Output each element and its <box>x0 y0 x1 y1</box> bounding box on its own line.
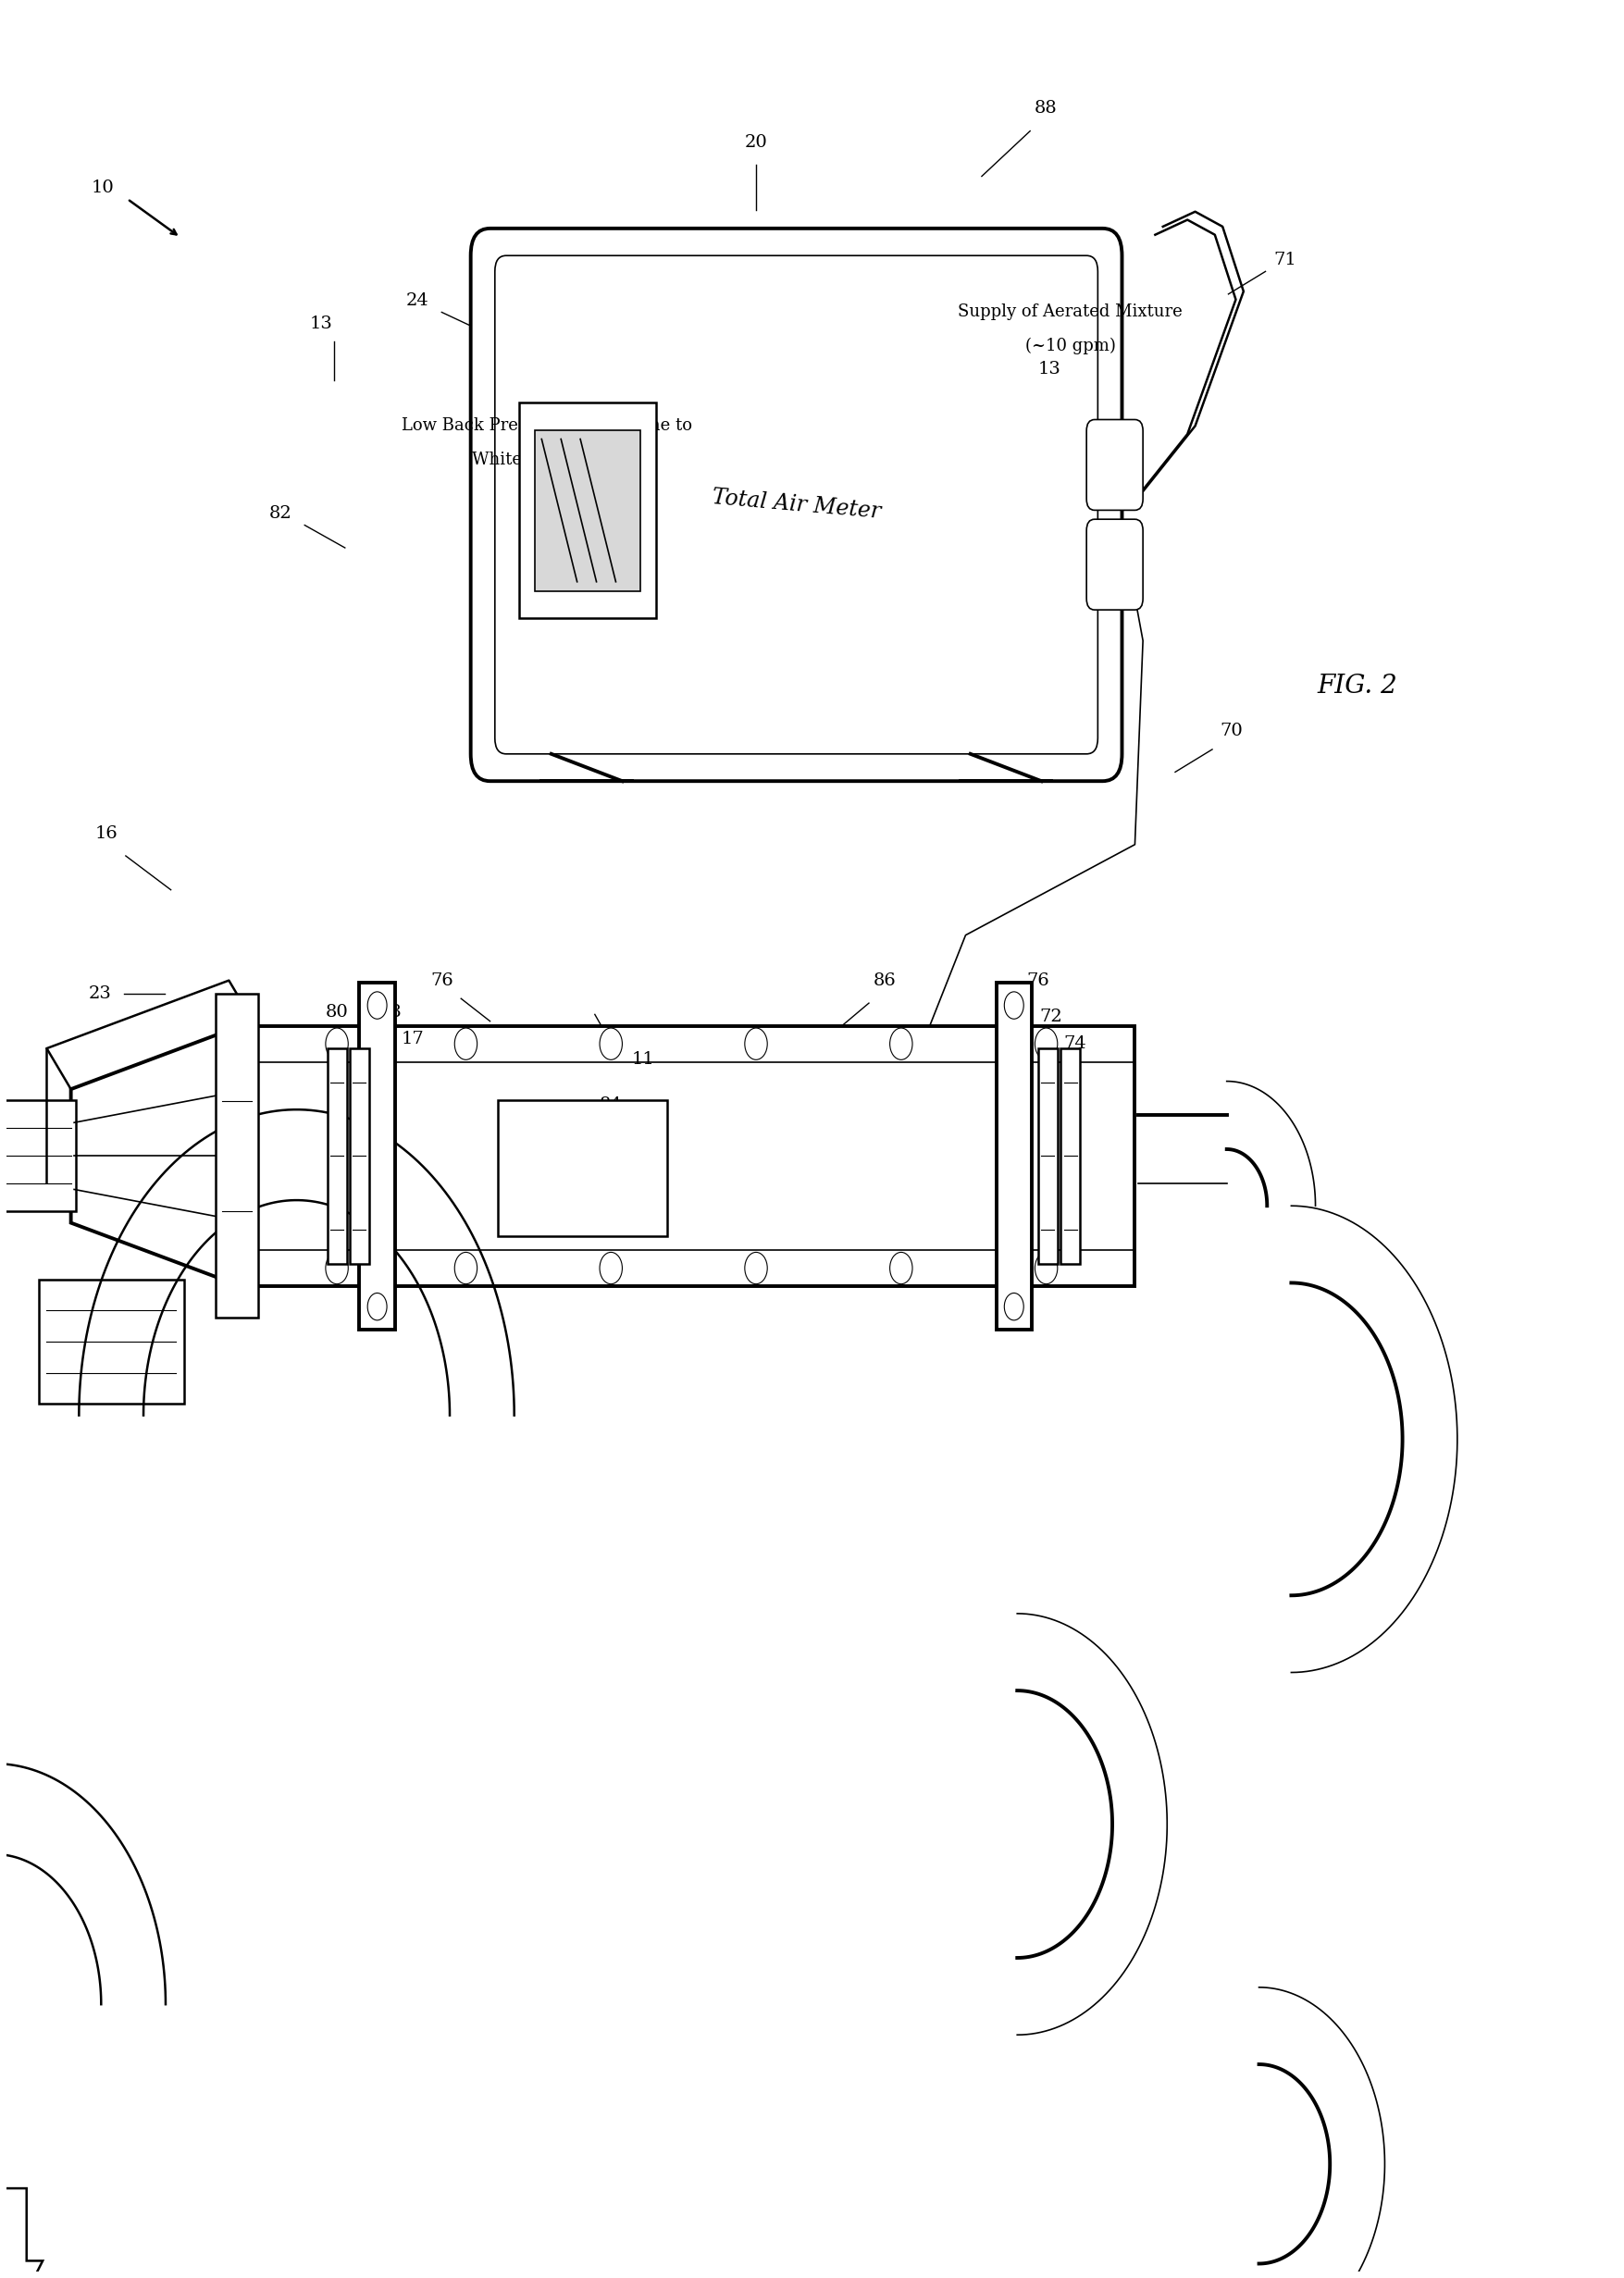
Bar <box>326 1048 346 1264</box>
FancyBboxPatch shape <box>1086 519 1142 611</box>
FancyBboxPatch shape <box>1086 419 1142 510</box>
FancyBboxPatch shape <box>495 255 1098 754</box>
Circle shape <box>744 1027 767 1059</box>
Text: 80: 80 <box>325 1005 348 1021</box>
Bar <box>257 1025 1134 1287</box>
Text: 13: 13 <box>309 314 331 333</box>
Text: 20: 20 <box>744 134 767 150</box>
Text: 72: 72 <box>1039 1009 1062 1025</box>
Text: 10: 10 <box>91 180 115 196</box>
PathPatch shape <box>71 1021 253 1292</box>
Bar <box>534 431 640 590</box>
Text: (~10 gpm): (~10 gpm) <box>1025 337 1116 355</box>
Text: 88: 88 <box>1034 100 1057 116</box>
Circle shape <box>744 1253 767 1285</box>
Circle shape <box>455 1027 477 1059</box>
Bar <box>1038 1048 1057 1264</box>
Text: Supply of Aerated Mixture: Supply of Aerated Mixture <box>958 303 1182 321</box>
Text: 70: 70 <box>1220 722 1242 740</box>
Bar <box>359 982 395 1330</box>
Text: Low Back Pressure Return Line to: Low Back Pressure Return Line to <box>401 417 692 433</box>
Text: 23: 23 <box>88 986 112 1002</box>
Circle shape <box>367 991 387 1018</box>
Circle shape <box>1004 1294 1023 1321</box>
Circle shape <box>367 1294 387 1321</box>
Text: 84: 84 <box>599 1096 622 1114</box>
Text: 17: 17 <box>401 1032 424 1048</box>
Text: 78: 78 <box>378 1005 401 1021</box>
Text: 71: 71 <box>1273 253 1296 269</box>
Circle shape <box>890 1253 913 1285</box>
Text: 86: 86 <box>874 973 896 989</box>
Circle shape <box>599 1253 622 1285</box>
Text: FIG. 2: FIG. 2 <box>1317 674 1397 699</box>
Circle shape <box>890 1027 913 1059</box>
Text: White Water Tray: White Water Tray <box>471 451 620 467</box>
Text: 76: 76 <box>430 973 453 989</box>
Bar <box>499 1100 667 1237</box>
Circle shape <box>325 1253 348 1285</box>
Circle shape <box>1034 1253 1057 1285</box>
Text: 82: 82 <box>270 506 292 522</box>
Bar <box>349 1048 369 1264</box>
Circle shape <box>599 1027 622 1059</box>
Circle shape <box>455 1253 477 1285</box>
Circle shape <box>1034 1027 1057 1059</box>
Text: Total Air Meter: Total Air Meter <box>711 487 882 522</box>
Bar <box>518 403 656 617</box>
FancyBboxPatch shape <box>471 228 1121 781</box>
Text: 13: 13 <box>1038 360 1060 378</box>
Bar <box>216 993 258 1319</box>
Text: 11: 11 <box>632 1052 654 1068</box>
Text: 74: 74 <box>1064 1036 1086 1052</box>
Bar <box>0 1100 76 1212</box>
Text: 16: 16 <box>94 825 119 841</box>
Bar <box>996 982 1031 1330</box>
Circle shape <box>1004 991 1023 1018</box>
Bar <box>1060 1048 1080 1264</box>
Text: 76: 76 <box>1026 973 1049 989</box>
PathPatch shape <box>0 2189 42 2278</box>
Bar <box>39 1280 184 1403</box>
Circle shape <box>325 1027 348 1059</box>
Text: 24: 24 <box>406 292 429 310</box>
